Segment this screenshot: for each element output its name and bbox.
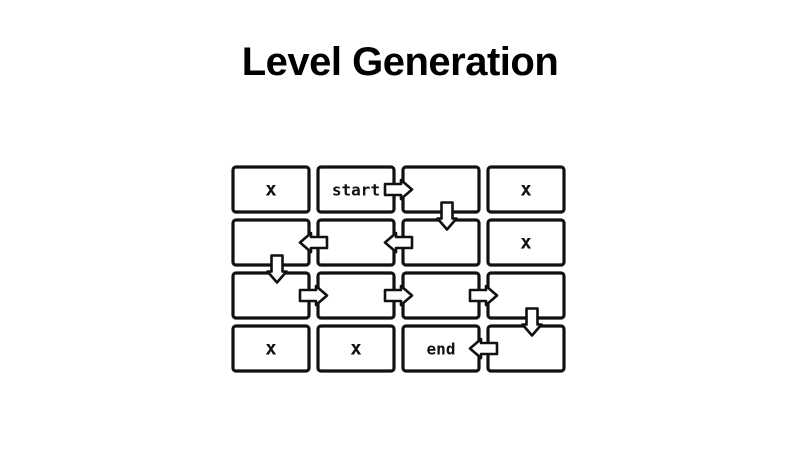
room-box [231,165,311,214]
path-arrow-right [468,284,499,307]
room-box [486,218,566,267]
path-arrow-left [383,231,414,254]
room-cell [401,218,481,267]
blocked-room-mark: x [520,232,531,254]
room-box [486,165,566,214]
room-box [231,271,311,320]
room-cell: x [486,165,566,214]
room-box [401,271,481,320]
path-arrow-down [266,254,288,284]
room-box [316,324,396,373]
room-box [231,324,311,373]
room-cell [231,271,311,320]
room-label: end [427,340,456,359]
room-box [316,218,396,267]
room-cell [401,271,481,320]
path-arrow-right [383,178,414,201]
room-cell: start [316,165,396,214]
room-cell: x [231,165,311,214]
path-arrow-right [298,284,329,307]
blocked-room-mark: x [520,179,531,201]
path-arrow-left [468,337,499,360]
blocked-room-mark: x [350,338,361,360]
room-cell: x [316,324,396,373]
room-box [316,271,396,320]
room-box [401,218,481,267]
room-cell [486,324,566,373]
room-cell: x [231,324,311,373]
room-label: start [332,181,380,200]
room-box [486,324,566,373]
path-arrow-left [298,231,329,254]
blocked-room-mark: x [265,338,276,360]
slide-title: Level Generation [241,40,559,84]
arrows-layer [266,178,543,360]
blocked-room-mark: x [265,179,276,201]
cells-layer: x start x x x x end [231,165,566,373]
path-arrow-right [383,284,414,307]
room-cell: end [401,324,481,373]
room-cell [316,218,396,267]
path-arrow-down [521,307,543,337]
path-arrow-down [436,201,458,231]
room-cell [316,271,396,320]
room-cell: x [486,218,566,267]
